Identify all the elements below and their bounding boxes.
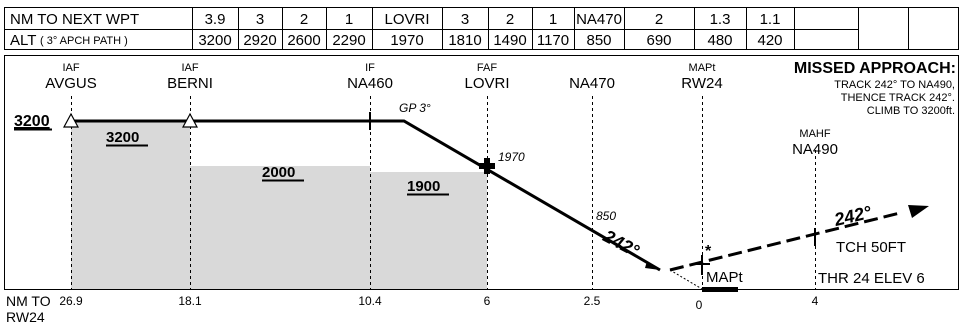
shade-segment-1 [71,121,190,289]
altitude-at-faf: 1970 [498,150,525,164]
table-row2-cell-10: 690 [646,32,671,49]
runway-bar [702,287,738,292]
shade-segment-2 [190,166,370,289]
missed-approach-title: MISSED APPROACH: [794,60,956,77]
iaf-avgus-triangle-icon [62,112,80,128]
fix-name-lovri: LOVRI [464,75,509,92]
mapt-runway-label: MAPt [706,269,744,286]
table-row1-cell-8: 1 [549,11,557,28]
table-row2-cell-9: 850 [586,32,611,49]
fix-name-rw24: RW24 [681,75,722,92]
distance-value-rw24: 0 [696,298,703,312]
fix-role-na460: IF [365,62,375,74]
segment-altitude-underlines [106,144,449,196]
table-row2-cell-5: 1970 [390,32,423,49]
fix-name-na470: NA470 [569,75,615,92]
missed-approach-line-1: TRACK 242° TO NA490, [834,79,955,91]
table-row1-cell-1: 3.9 [205,11,226,28]
table-row1-cell-5: LOVRI [384,11,429,28]
fix-role-avgus: IAF [62,62,79,74]
fix-role-berni: IAF [181,62,198,74]
table-row1-cell-12: 1.1 [760,11,781,28]
table-row2-label-main: ALT [10,32,36,49]
distance-axis: NM TO RW24 26.9 18.1 10.4 6 2.5 0 4 [6,293,819,325]
missed-track-label: 242° [831,202,874,230]
table-row2-cell-12: 420 [757,32,782,49]
segment-altitudes: 3200 2000 1900 [106,129,440,195]
fix-role-na490: MAHF [799,128,830,140]
faf-cross-icon [479,158,495,174]
tch-label: TCH 50FT [836,239,906,256]
distance-value-berni: 18.1 [178,294,202,308]
shade-segment-3 [370,172,487,289]
distance-axis-label-2: RW24 [6,309,45,325]
table-row2-label: ALT ( 3° APCH PATH ) [10,32,128,49]
fix-role-rw24: MAPt [689,62,716,74]
fix-name-avgus: AVGUS [45,75,96,92]
table-row2: 3200 2920 2600 2290 1970 1810 1490 1170 850 690 48… [198,32,782,49]
table-row2-cell-8: 1170 [537,32,569,49]
distance-axis-label-1: NM TO [6,293,51,309]
min-altitude-shading [71,121,487,289]
table-row1-label: NM TO NEXT WPT [10,11,139,28]
segment-alt-1: 3200 [106,129,139,146]
approach-path-line [71,119,661,272]
missed-arrowhead [908,205,929,218]
table-row2-label-sub: ( 3° APCH PATH ) [40,35,128,47]
table-row1-cell-6: 3 [461,11,469,28]
table-row2-cell-4: 2290 [332,32,365,49]
fix-name-berni: BERNI [167,75,213,92]
table-row2-cell-6: 1810 [448,32,481,49]
missed-approach-line-2: THENCE TRACK 242°. [841,92,955,104]
fix-labels: IAF AVGUS IAF BERNI IF NA460 FAF LOVRI N… [45,62,838,158]
fix-name-na490: NA490 [792,141,838,158]
initial-altitude-label: 3200 [14,113,50,130]
profile-frame [4,55,959,290]
fix-name-na460: NA460 [347,75,393,92]
fix-role-lovri: FAF [477,62,497,74]
distance-value-na470: 2.5 [584,294,601,308]
table-row1-cell-4: 1 [345,11,353,28]
table-row1-cell-11: 1.3 [710,11,731,28]
flight-path [71,112,901,290]
distance-value-na460: 10.4 [358,294,382,308]
table-row2-cell-3: 2600 [287,32,320,49]
table-row2-cell-1: 3200 [198,32,231,49]
table-row2-cell-7: 1490 [493,32,526,49]
table-row2-cell-11: 480 [707,32,732,49]
mapt-asterisk: * [705,243,712,260]
missed-approach-text: MISSED APPROACH: TRACK 242° TO NA490, TH… [794,60,956,117]
segment-alt-3: 1900 [407,178,440,195]
table-row1-cell-7: 2 [506,11,514,28]
iaf-berni-triangle-icon [181,112,199,128]
table-row1: 3.9 3 2 1 LOVRI 3 2 1 NA470 2 1.3 1.1 [205,11,781,28]
distance-value-avgus: 26.9 [59,294,83,308]
table-row1-cell-3: 2 [300,11,308,28]
distance-value-na490: 4 [812,294,819,308]
glidepath-label: GP 3° [399,101,431,115]
mapt-cross-icon [694,255,710,275]
table-row2-cell-2: 2920 [243,32,276,49]
missed-approach-line-3: CLIMB TO 3200ft. [867,105,955,117]
segment-alt-2: 2000 [262,164,295,181]
table-row1-cell-2: 3 [256,11,264,28]
threshold-dotted-line [669,269,703,290]
distance-value-lovri: 6 [484,294,491,308]
distance-altitude-table [4,7,959,50]
threshold-elevation-label: THR 24 ELEV 6 [818,270,925,287]
table-row1-cell-9: NA470 [576,11,622,28]
altitude-at-na470: 850 [596,209,616,223]
final-arrowhead [645,261,660,270]
table-row1-cell-10: 2 [655,11,663,28]
